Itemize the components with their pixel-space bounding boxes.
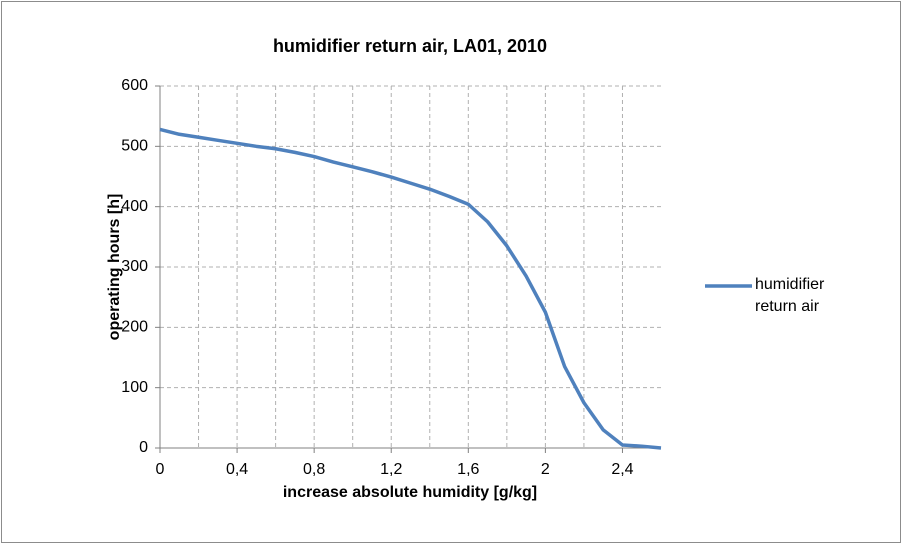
y-tick-label: 100	[121, 379, 148, 396]
x-tick-label: 2	[541, 461, 550, 478]
chart-title: humidifier return air, LA01, 2010	[273, 36, 547, 56]
y-tick-label: 0	[139, 439, 148, 456]
y-tick-label: 600	[121, 77, 148, 94]
x-tick-label: 1,2	[380, 461, 402, 478]
x-tick-label: 0,8	[303, 461, 325, 478]
y-axis-label: operating hours [h]	[106, 194, 123, 341]
y-tick-label: 200	[121, 319, 148, 336]
x-axis-label: increase absolute humidity [g/kg]	[283, 484, 537, 501]
y-tick-label: 300	[121, 258, 148, 275]
x-tick-label: 0	[156, 461, 165, 478]
x-tick-label: 0,4	[226, 461, 248, 478]
y-tick-label: 400	[121, 198, 148, 215]
x-tick-label: 1,6	[457, 461, 479, 478]
y-tick-label: 500	[121, 138, 148, 155]
x-tick-label: 2,4	[611, 461, 633, 478]
data-line	[159, 127, 662, 450]
legend-label: humidifier return air	[755, 276, 825, 315]
